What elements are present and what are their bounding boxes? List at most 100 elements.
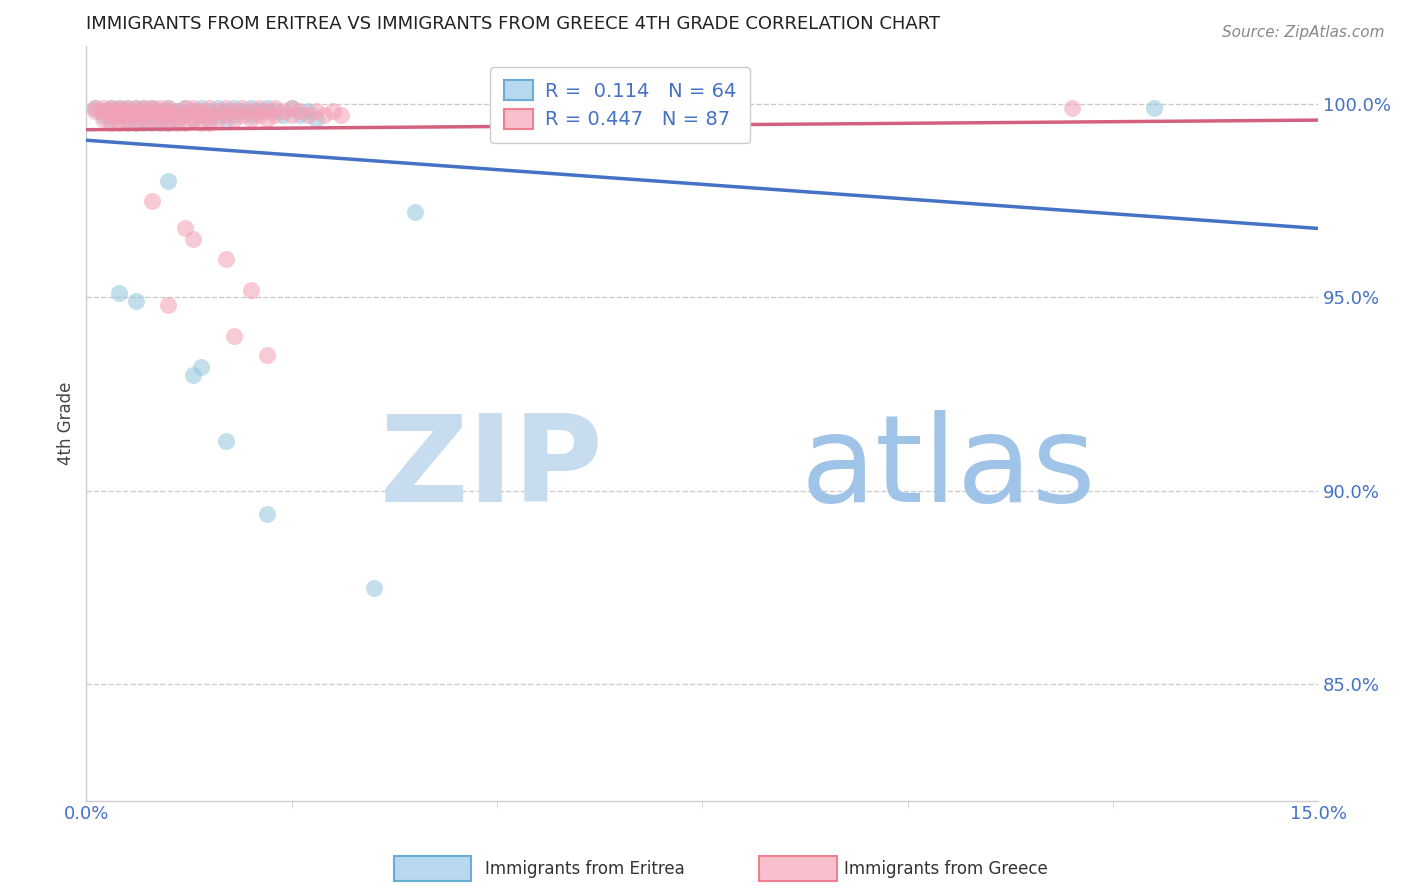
Point [207, 104, 229, 119]
Point [91, 101, 114, 115]
Point [190, 108, 212, 122]
Point [117, 116, 139, 130]
Point [117, 108, 139, 122]
Point [91, 104, 114, 119]
Point [141, 116, 163, 130]
Point [132, 101, 155, 115]
Text: ZIP: ZIP [380, 410, 603, 527]
Point [124, 101, 146, 115]
Point [157, 101, 180, 115]
Text: atlas: atlas [801, 410, 1097, 527]
Point [297, 108, 319, 122]
Point [224, 329, 246, 343]
Point [124, 116, 146, 130]
Point [256, 507, 278, 521]
Point [224, 104, 246, 119]
Point [124, 108, 146, 122]
Point [256, 112, 278, 127]
Point [181, 101, 204, 115]
Point [157, 116, 180, 130]
Y-axis label: 4th Grade: 4th Grade [58, 382, 75, 465]
Point [91, 104, 114, 119]
Point [108, 101, 131, 115]
Point [215, 252, 238, 266]
Point [166, 108, 188, 122]
Point [166, 112, 188, 127]
Point [247, 101, 270, 115]
Point [297, 104, 319, 119]
Point [273, 108, 295, 122]
Point [329, 108, 352, 122]
Point [108, 108, 131, 122]
Point [91, 108, 114, 122]
Point [207, 101, 229, 115]
Point [264, 108, 287, 122]
Point [149, 104, 172, 119]
Point [207, 108, 229, 122]
Point [256, 348, 278, 362]
Point [157, 108, 180, 122]
Point [256, 104, 278, 119]
Point [280, 101, 302, 115]
Point [100, 108, 122, 122]
Point [157, 101, 180, 115]
Point [141, 101, 163, 115]
Point [132, 108, 155, 122]
Text: Immigrants from Eritrea: Immigrants from Eritrea [485, 860, 685, 878]
Point [141, 104, 163, 119]
Point [239, 104, 262, 119]
Point [132, 104, 155, 119]
Point [181, 112, 204, 127]
Point [215, 112, 238, 127]
Point [224, 108, 246, 122]
Point [215, 108, 238, 122]
Point [215, 434, 238, 448]
Point [305, 112, 328, 127]
Point [173, 101, 195, 115]
Point [288, 104, 311, 119]
Point [132, 116, 155, 130]
Point [181, 368, 204, 382]
Point [173, 108, 195, 122]
Point [224, 101, 246, 115]
Point [149, 116, 172, 130]
Point [100, 104, 122, 119]
Point [149, 108, 172, 122]
Point [181, 232, 204, 246]
Point [141, 108, 163, 122]
Point [190, 101, 212, 115]
Point [181, 112, 204, 127]
Legend: R =  0.114   N = 64, R = 0.447   N = 87: R = 0.114 N = 64, R = 0.447 N = 87 [491, 67, 749, 143]
Point [215, 101, 238, 115]
Point [141, 194, 163, 208]
Point [181, 104, 204, 119]
Point [173, 220, 195, 235]
Point [322, 104, 344, 119]
Text: Source: ZipAtlas.com: Source: ZipAtlas.com [1222, 25, 1385, 40]
Point [157, 298, 180, 312]
Point [108, 104, 131, 119]
Point [83, 104, 105, 119]
Point [157, 174, 180, 188]
Point [91, 112, 114, 127]
Point [132, 112, 155, 127]
Point [124, 104, 146, 119]
Point [173, 101, 195, 115]
Point [190, 116, 212, 130]
Point [157, 108, 180, 122]
Point [117, 104, 139, 119]
Point [124, 116, 146, 130]
Point [363, 581, 385, 595]
Point [256, 101, 278, 115]
Point [288, 108, 311, 122]
Point [100, 104, 122, 119]
Point [224, 112, 246, 127]
Point [264, 104, 287, 119]
Point [239, 101, 262, 115]
Point [117, 104, 139, 119]
Point [124, 108, 146, 122]
Point [132, 104, 155, 119]
Point [198, 112, 221, 127]
Point [190, 108, 212, 122]
Point [239, 108, 262, 122]
